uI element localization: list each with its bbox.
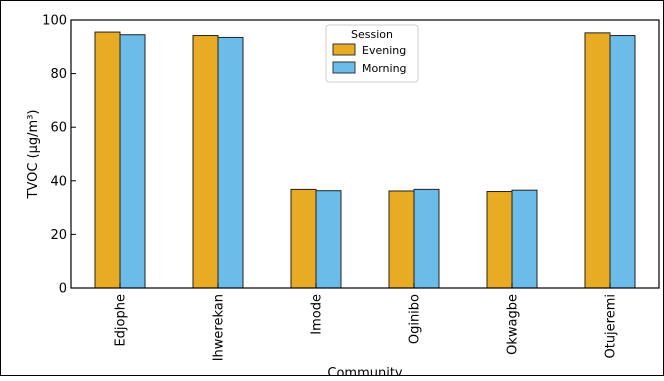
legend-label-morning: Morning	[362, 62, 407, 75]
bar-evening-oginibo	[388, 190, 415, 289]
legend-swatch-evening	[332, 43, 356, 56]
x-tick-label: Otujeremi	[604, 294, 619, 359]
x-tick-label: Oginibo	[408, 294, 423, 344]
bar-evening-ihwerekan	[192, 35, 219, 289]
plot-frame	[70, 19, 660, 289]
x-tick-label: Ihwerekan	[212, 294, 227, 361]
x-tick-label: Okwagbe	[506, 294, 521, 355]
bar-morning-otujeremi	[609, 35, 636, 289]
y-tick-label: 100	[42, 14, 67, 29]
y-tick-label: 20	[50, 228, 67, 243]
y-axis-label: TVOC (µg/m³)	[26, 110, 41, 200]
x-tick-label: Edjophe	[114, 294, 129, 347]
bar-morning-okwagbe	[511, 189, 538, 289]
legend-title: Session	[351, 28, 393, 41]
bar-morning-imode	[315, 190, 342, 289]
x-axis: Edjophe Ihwerekan Imode Oginibo Okwagbe Otuje…	[114, 283, 619, 361]
bar-evening-imode	[290, 188, 317, 289]
bar-morning-oginibo	[413, 188, 440, 289]
bar-morning-edjophe	[119, 34, 146, 289]
legend-label-evening: Evening	[362, 44, 406, 57]
bar-evening-okwagbe	[486, 191, 513, 289]
y-tick-label: 60	[50, 121, 67, 136]
bar-evening-edjophe	[94, 31, 121, 289]
bar-evening-otujeremi	[584, 32, 611, 289]
y-axis: 0 20 40 60 80 100	[42, 14, 76, 297]
x-axis-label: Community	[327, 366, 403, 376]
legend-swatch-morning	[332, 61, 356, 74]
y-tick-label: 80	[50, 67, 67, 82]
y-tick-label: 0	[59, 282, 67, 297]
x-tick-label: Imode	[310, 294, 325, 335]
bar-morning-ihwerekan	[217, 36, 244, 289]
y-tick-label: 40	[50, 174, 67, 189]
legend: Session Evening Morning	[325, 24, 419, 83]
